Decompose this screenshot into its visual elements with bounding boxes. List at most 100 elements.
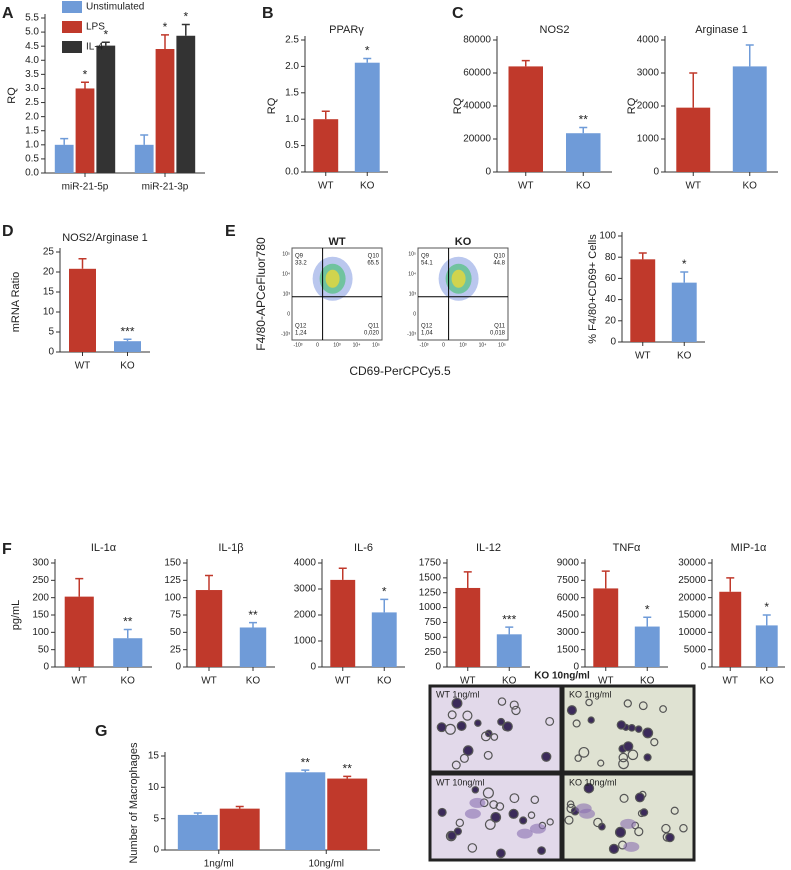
cell [436,722,447,733]
cell [566,705,577,716]
cell [661,823,671,834]
y-axis-label: % F4/80+CD69+ Cells [587,234,599,344]
quadrant-value: 44.8 [493,261,505,267]
significance: ** [579,113,589,127]
x-tick-label: KO [120,361,135,372]
y-tick-label: 0 [175,662,181,673]
y-tick-label: 5000 [684,644,707,655]
macrophage [464,808,481,819]
bar [219,808,260,850]
cell [482,787,494,799]
y-tick-label: 0 [573,662,579,673]
flow-x-tick-label: 10⁴ [479,342,487,348]
cell [593,817,603,828]
y-tick-label: 10000 [678,627,706,638]
cell [474,719,482,727]
y-tick-label: 250 [32,575,49,586]
bar [593,588,619,667]
y-tick-label: 4.0 [25,55,39,66]
significance: * [365,44,370,58]
bar [455,587,481,667]
x-tick-label: KO [360,181,375,192]
quadrant-value: 54.1 [421,261,433,267]
y-tick-label: 1500 [419,572,442,583]
error-bar [301,769,310,773]
error-bar [463,571,472,588]
cell [497,717,506,726]
error-bar [745,44,754,67]
y-tick-label: 125 [164,575,181,586]
error-bar [521,59,530,67]
cell [467,843,478,853]
chart-title: IL-1α [91,542,117,554]
cell [490,733,499,741]
error-bar [140,134,149,145]
bar [176,35,196,173]
bar [671,282,697,342]
y-tick-label: 2000 [637,101,660,112]
cell [530,795,540,805]
y-tick-label: 1000 [294,636,317,647]
cell [614,826,626,838]
panel-letter: B [262,5,274,22]
x-tick-label: KO [576,181,591,192]
chart-title: IL-6 [354,542,373,554]
panel-letter: A [2,5,14,22]
cell [628,723,636,732]
flow-y-tick-label: 0 [413,311,416,317]
flow-y-tick-label: 10⁴ [408,271,416,277]
y-tick-label: 100 [32,627,49,638]
flow-plot-title: KO [455,236,472,248]
cell [618,758,629,770]
error-bar [123,338,132,342]
cell [527,811,536,819]
bar [508,66,543,172]
bar [114,341,141,352]
legend-label: LPS [86,22,105,33]
flow-x-tick-label: 10⁵ [372,342,380,348]
x-tick-label: WT [71,676,87,687]
cell [639,808,649,817]
micrograph-label: WT 10ng/ml [436,777,484,787]
error-bar [689,72,698,108]
cell [566,800,575,809]
legend-swatch [62,41,82,53]
chart-title: MIP-1α [731,542,767,554]
y-tick-label: 0 [48,347,54,358]
panel-letter: G [95,723,107,740]
bar [177,814,218,850]
x-tick-label: WT [685,181,701,192]
cell [455,818,465,828]
y-axis-label: RQ [6,87,18,104]
cell [578,746,590,758]
x-tick-label: WT [460,676,476,687]
bar [630,259,656,342]
y-tick-label: 40 [605,294,617,305]
y-tick-label: 25 [170,644,182,655]
bar [354,62,380,173]
cell [627,749,639,761]
y-tick-label: 0.5 [25,154,39,165]
error-bar [205,574,213,591]
cell [495,802,505,811]
significance: *** [120,324,134,338]
error-bar [101,41,110,46]
x-tick-label: KO [640,676,655,687]
cell [572,719,581,728]
cell [480,731,491,742]
error-bar [643,616,652,627]
flow-x-tick-label: 10⁵ [498,342,506,348]
bar [719,591,742,667]
y-tick-label: 3.5 [25,69,39,80]
cell-density [451,269,466,288]
cell [546,818,554,826]
y-tick-label: 30000 [678,558,706,569]
cell [650,738,659,747]
panel-letter: D [2,223,14,240]
y-tick-label: 1.5 [285,87,299,98]
cell [623,699,632,708]
cell [509,700,519,710]
legend-swatch [62,21,82,33]
y-tick-label: 1000 [637,134,660,145]
quadrant-value: 0,018 [490,331,506,337]
